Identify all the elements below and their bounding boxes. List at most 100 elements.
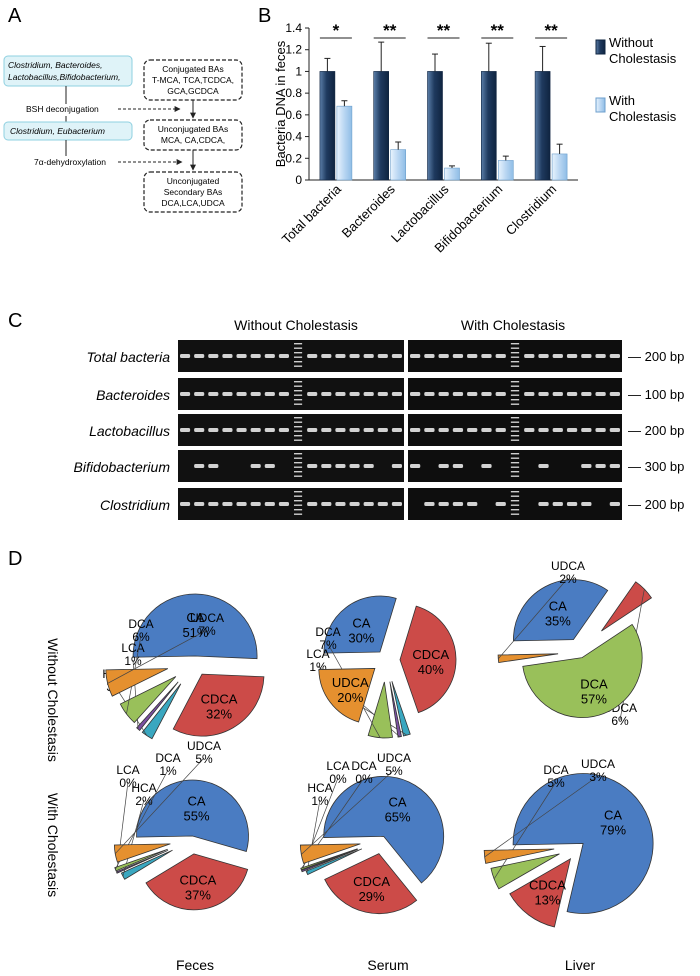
pathway-diagram: Clostridium, Bacteroides, Lactobacillus,… xyxy=(3,55,243,213)
pie-label-CA: CA xyxy=(187,793,205,808)
gel-band xyxy=(264,354,275,358)
gel-band xyxy=(194,354,205,358)
gel-ladder-band xyxy=(294,475,303,477)
gel-ladder-band xyxy=(510,500,520,502)
gel-band xyxy=(307,464,318,468)
pie-pct-LCA: 1% xyxy=(124,654,142,668)
secondary-bas-line3: DCA,LCA,UDCA xyxy=(161,198,225,208)
gel-band xyxy=(495,392,506,396)
gel-band xyxy=(495,354,506,358)
pie-pct-CDCA: 6% xyxy=(611,714,629,728)
bar-with-4 xyxy=(551,153,568,181)
gel-band xyxy=(222,354,233,358)
gel-band xyxy=(424,428,435,432)
bar-y-tick-label: 1.2 xyxy=(285,43,302,57)
bar-chart: Bacteria DNA in feces 0 0.2 0.4 0.6 0.8 1 1.2 1.… xyxy=(273,21,677,255)
gel-band xyxy=(410,428,421,432)
gel-band xyxy=(194,428,205,432)
step-bsh-deconjugation: BSH deconjugation xyxy=(26,104,99,114)
pie-pct-CDCA: 37% xyxy=(185,887,211,902)
gel-band xyxy=(552,392,563,396)
gel-ladder-band xyxy=(294,462,303,464)
pie-pct-DCA: 1% xyxy=(159,764,177,778)
gel-band xyxy=(278,392,289,396)
pie-leader-UDCA xyxy=(107,629,208,684)
sig-stars: ** xyxy=(437,21,451,40)
gel-ladder-band xyxy=(294,399,303,401)
gel-band xyxy=(452,428,464,432)
gel-band xyxy=(307,354,318,358)
gel-ladder-band xyxy=(510,356,520,358)
pie-pct-DCA: 5% xyxy=(547,776,565,790)
pie-pct-CA: 51% xyxy=(182,625,208,640)
gel-band xyxy=(552,428,563,432)
bar-with-1 xyxy=(390,149,407,181)
gel-band xyxy=(391,502,402,506)
gel-ladder-band xyxy=(510,361,520,363)
bar-category-label: Total bacteria xyxy=(279,181,345,247)
gel-ladder-band xyxy=(510,513,520,515)
gel-band xyxy=(236,392,247,396)
step-7a-dehydroxylation: 7α-dehydroxylation xyxy=(34,157,106,167)
bar-category-label: Bacteroides xyxy=(339,181,399,241)
gel-ladder-band xyxy=(510,430,520,432)
pie-label-DCA: DCA xyxy=(128,617,153,631)
gel-band xyxy=(250,428,261,432)
pie-pct-CA: 65% xyxy=(385,809,411,824)
gel-band xyxy=(481,428,492,432)
pie-pct-DCA: 57% xyxy=(581,691,607,706)
gel-ladder-band xyxy=(510,462,520,464)
pie-slice-serum-with-UDCA xyxy=(299,843,361,864)
gel-ladder-band xyxy=(294,403,303,405)
pie-slice-serum-with-LCA xyxy=(301,849,358,873)
gel-band xyxy=(410,392,421,396)
gel-band xyxy=(180,502,191,506)
gel-band xyxy=(566,354,578,358)
gel-band xyxy=(278,502,289,506)
gel-band xyxy=(264,392,275,396)
gel-band xyxy=(581,428,592,432)
pie-slice-feces-with-CA xyxy=(136,779,249,853)
pie-label-CDCA: CDCA xyxy=(353,874,390,889)
gel-ladder-band xyxy=(294,491,303,493)
pie-pct-UDCA: 20% xyxy=(337,690,363,705)
gel-ladder-band xyxy=(294,457,303,459)
gel-ladder-band xyxy=(294,435,303,437)
gel-band xyxy=(452,354,464,358)
gel-band xyxy=(307,428,318,432)
sig-stars: ** xyxy=(544,21,558,40)
pie-pct-UDCA: 3% xyxy=(589,770,607,784)
gel-ladder-band xyxy=(294,426,303,428)
gel-ladder-band xyxy=(510,385,520,387)
gel-row-label-2: Lactobacillus xyxy=(89,423,170,439)
gel-band xyxy=(467,428,478,432)
gel-band xyxy=(391,428,402,432)
pie-label-LCA: LCA xyxy=(326,759,349,773)
gel-ladder-band xyxy=(294,361,303,363)
gel-band xyxy=(538,392,549,396)
gel-band xyxy=(481,354,492,358)
gel-ladder-band xyxy=(294,430,303,432)
gel-band xyxy=(377,392,388,396)
gel-band xyxy=(524,354,535,358)
gel-band xyxy=(180,428,191,432)
pie-slice-serum-without-LCA xyxy=(389,681,402,738)
panel-label-d: D xyxy=(8,548,22,570)
gel-ladder-band xyxy=(294,513,303,515)
bar-y-tick-label: 0.2 xyxy=(285,151,302,165)
gel-band xyxy=(363,354,374,358)
bar-with-0 xyxy=(336,105,353,181)
gel-band xyxy=(609,464,620,468)
pie-leader-UDCA xyxy=(498,577,569,660)
gel-band xyxy=(335,464,346,468)
gel-band xyxy=(410,464,421,468)
gel-band xyxy=(321,502,332,506)
pie-leader-DCA xyxy=(493,781,557,880)
gel-band xyxy=(566,502,578,506)
pie-label-UDCA: UDCA xyxy=(581,757,615,771)
gel-ladder-band xyxy=(510,509,520,511)
gel-header-without: Without Cholestasis xyxy=(234,317,358,333)
gel-band xyxy=(552,502,563,506)
conjugated-bas-line1: Conjugated BAs xyxy=(162,64,223,74)
gel-band xyxy=(481,392,492,396)
